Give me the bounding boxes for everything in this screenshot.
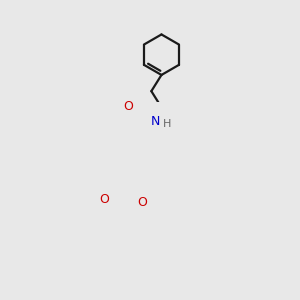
Text: N: N	[151, 115, 160, 128]
Text: H: H	[163, 119, 171, 129]
Text: O: O	[99, 193, 109, 206]
Text: O: O	[124, 100, 133, 112]
Text: O: O	[137, 196, 147, 209]
